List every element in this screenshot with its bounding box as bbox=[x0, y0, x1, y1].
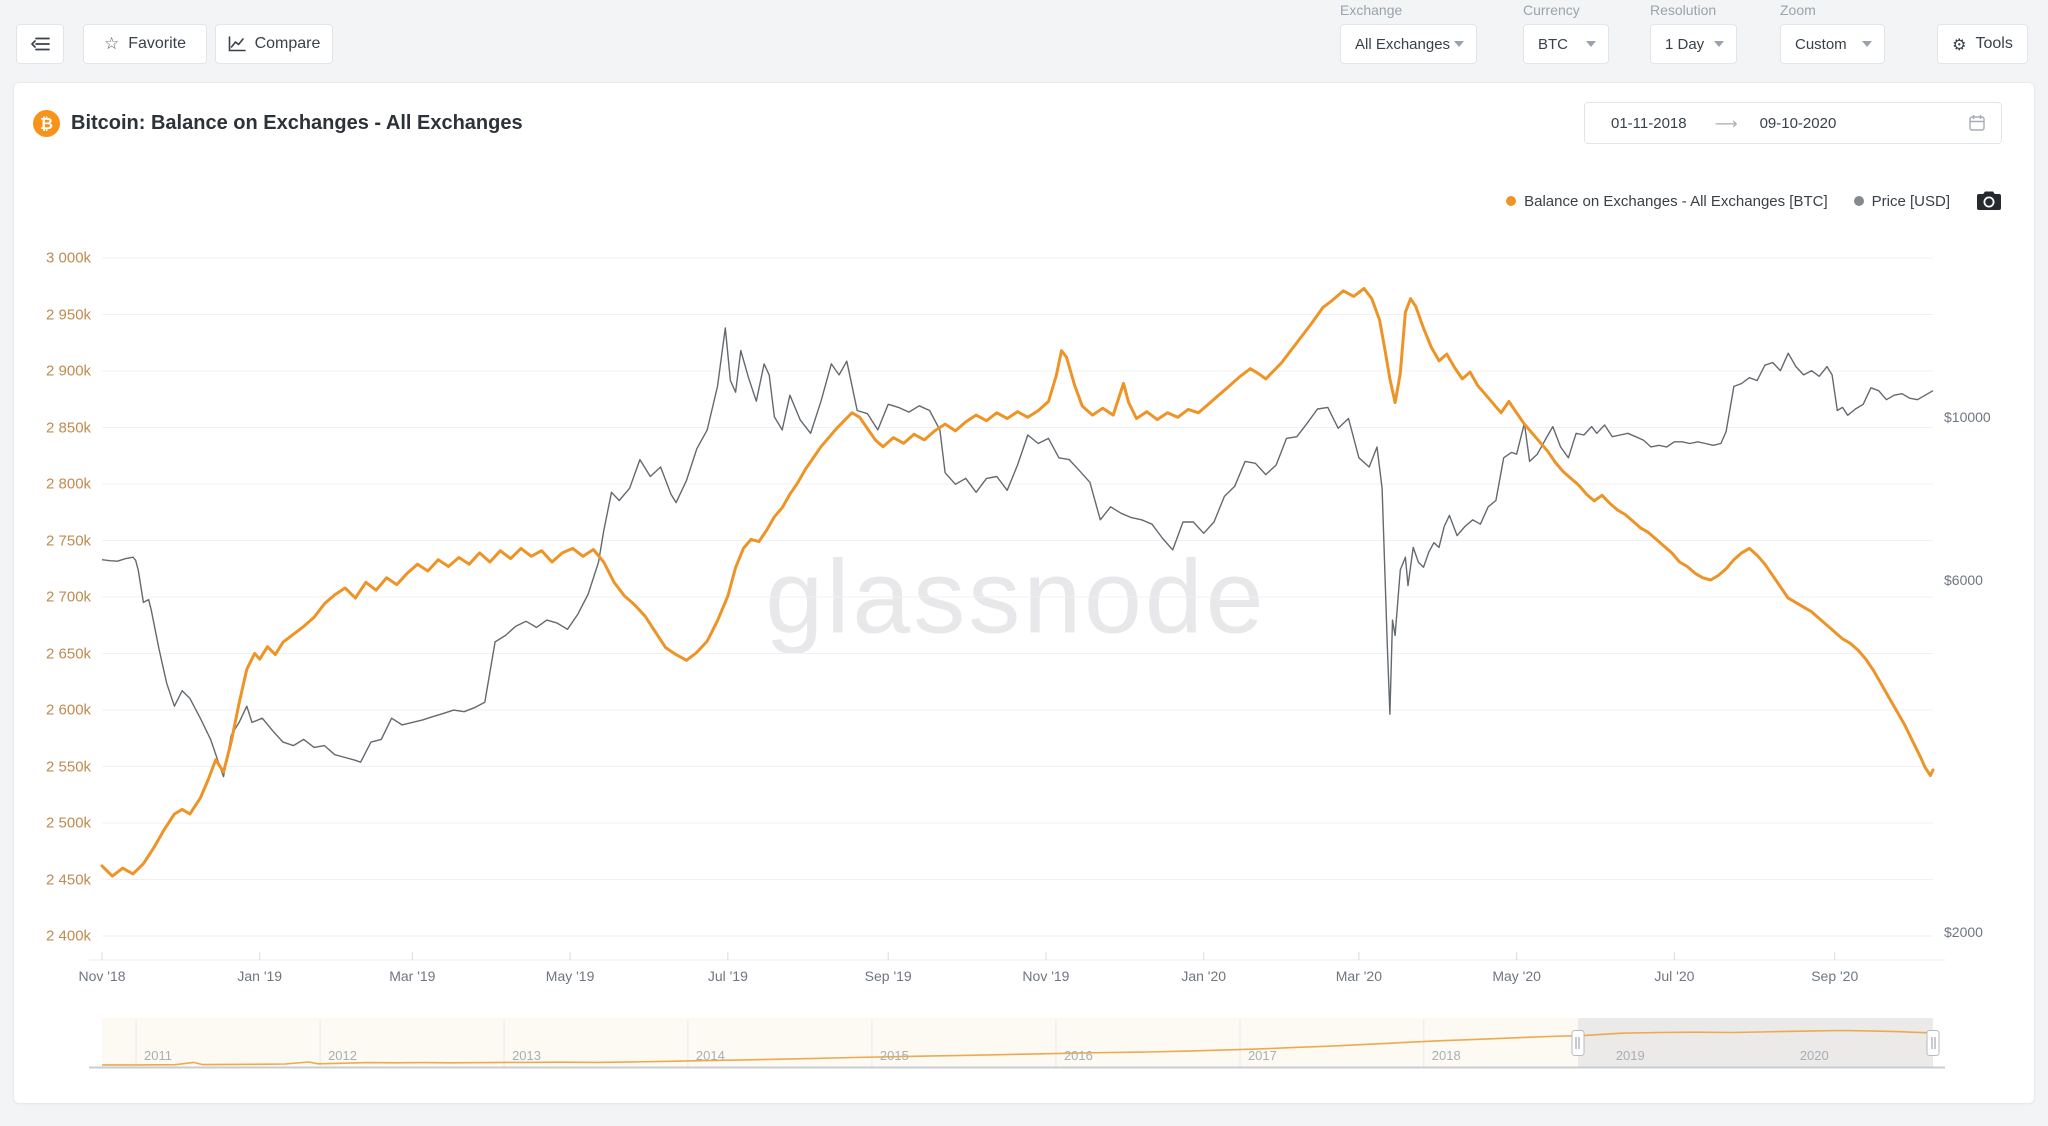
favorite-button[interactable]: ☆ Favorite bbox=[83, 24, 207, 64]
y-axis-tick-left: 2 650k bbox=[46, 645, 92, 662]
currency-dropdown-label: Currency bbox=[1523, 2, 1580, 18]
y-axis-tick-right: $6000 bbox=[1944, 572, 1983, 589]
y-axis-tick-left: 2 500k bbox=[46, 814, 92, 832]
bitcoin-icon: ₿ bbox=[33, 110, 60, 137]
page-title: Bitcoin: Balance on Exchanges - All Exch… bbox=[71, 112, 523, 134]
zoom-dropdown-value: Custom bbox=[1795, 35, 1847, 53]
y-axis-tick-left: 2 900k bbox=[46, 362, 92, 380]
tools-button-label: Tools bbox=[1975, 35, 2013, 52]
x-axis-tick: Sep '20 bbox=[1811, 968, 1859, 984]
x-axis-tick: May '20 bbox=[1492, 968, 1541, 984]
sidebar-toggle-button[interactable] bbox=[16, 24, 64, 64]
zoom-dropdown[interactable]: Custom bbox=[1780, 24, 1885, 64]
y-axis-tick-left: 2 950k bbox=[46, 306, 92, 323]
navigator-unselected-area bbox=[102, 1018, 1578, 1068]
y-axis-tick-left: 2 750k bbox=[46, 532, 92, 549]
y-axis-tick-left: 2 550k bbox=[46, 758, 92, 775]
legend-item-price[interactable]: Price [USD] bbox=[1853, 192, 1950, 210]
x-axis-tick: Sep '19 bbox=[864, 968, 912, 984]
chart-legend: Balance on Exchanges - All Exchanges [BT… bbox=[1506, 190, 2002, 212]
chevron-down-icon bbox=[1862, 41, 1872, 47]
legend-label-balance: Balance on Exchanges - All Exchanges [BT… bbox=[1524, 192, 1828, 210]
tools-button[interactable]: ⚙ Tools bbox=[1937, 24, 2028, 64]
favorite-button-label: Favorite bbox=[128, 35, 187, 52]
x-axis-tick: Mar '20 bbox=[1335, 968, 1382, 984]
calendar-icon[interactable] bbox=[1967, 113, 1987, 133]
gear-icon: ⚙ bbox=[1952, 34, 1967, 54]
x-axis-tick: Jan '19 bbox=[237, 968, 283, 984]
date-to-value[interactable]: 09-10-2020 bbox=[1759, 114, 1837, 132]
currency-dropdown[interactable]: BTC bbox=[1523, 24, 1609, 64]
y-axis-tick-left: 2 450k bbox=[46, 871, 92, 888]
navigator-year-tick: 2014 bbox=[695, 1048, 725, 1063]
star-icon: ☆ bbox=[103, 34, 120, 54]
x-axis-tick: Nov '19 bbox=[1022, 968, 1070, 984]
navigator-year-tick: 2011 bbox=[144, 1048, 173, 1063]
resolution-dropdown-value: 1 Day bbox=[1665, 35, 1705, 53]
chevron-down-icon bbox=[1454, 41, 1464, 47]
y-axis-tick-left: 2 850k bbox=[46, 419, 92, 436]
exchange-dropdown-label: Exchange bbox=[1340, 2, 1403, 18]
navigator-year-tick: 2017 bbox=[1247, 1048, 1277, 1063]
x-axis-tick: Mar '19 bbox=[389, 968, 436, 984]
x-axis-tick: May '19 bbox=[545, 968, 595, 984]
date-range-picker[interactable]: 01-11-2018 ⟶ 09-10-2020 bbox=[1584, 102, 2002, 144]
navigator-year-tick: 2018 bbox=[1431, 1048, 1461, 1063]
date-from-value[interactable]: 01-11-2018 bbox=[1611, 114, 1687, 132]
camera-screenshot-icon[interactable] bbox=[1976, 190, 2002, 212]
zoom-dropdown-label: Zoom bbox=[1780, 2, 1816, 18]
y-axis-tick-left: 2 600k bbox=[46, 701, 92, 719]
x-axis-tick: Nov '18 bbox=[78, 968, 126, 984]
navigator-year-tick: 2019 bbox=[1615, 1048, 1645, 1063]
legend-label-price: Price [USD] bbox=[1871, 192, 1950, 210]
exchange-dropdown[interactable]: All Exchanges bbox=[1340, 24, 1477, 64]
compare-button[interactable]: Compare bbox=[215, 24, 333, 64]
resolution-dropdown-label: Resolution bbox=[1650, 2, 1717, 18]
exchange-dropdown-value: All Exchanges bbox=[1355, 35, 1451, 53]
navigator-left-handle[interactable] bbox=[1571, 1030, 1585, 1056]
navigator-year-tick: 2015 bbox=[879, 1048, 909, 1063]
navigator-year-tick: 2016 bbox=[1063, 1048, 1093, 1063]
navigator-right-handle[interactable] bbox=[1926, 1030, 1940, 1056]
navigator-year-tick: 2020 bbox=[1799, 1048, 1829, 1063]
chevron-down-icon bbox=[1714, 41, 1724, 47]
resolution-dropdown[interactable]: 1 Day bbox=[1650, 24, 1737, 64]
y-axis-tick-right: $2000 bbox=[1944, 924, 1983, 940]
compare-button-label: Compare bbox=[254, 35, 321, 52]
arrow-right-icon: ⟶ bbox=[1714, 113, 1738, 133]
y-axis-tick-left: 2 700k bbox=[46, 588, 92, 606]
y-axis-tick-left: 3 000k bbox=[46, 249, 92, 267]
chevron-down-icon bbox=[1586, 41, 1596, 47]
legend-item-balance[interactable]: Balance on Exchanges - All Exchanges [BT… bbox=[1506, 193, 1828, 210]
navigator-year-tick: 2013 bbox=[512, 1048, 541, 1063]
legend-dot-balance bbox=[1506, 196, 1517, 206]
navigator-year-tick: 2012 bbox=[328, 1048, 357, 1063]
line-chart-icon bbox=[228, 36, 246, 52]
plot-area[interactable] bbox=[102, 250, 1933, 960]
y-axis-tick-left: 2 400k bbox=[46, 927, 92, 945]
y-axis-tick-right: $10000 bbox=[1944, 408, 1991, 425]
sidebar-collapse-icon bbox=[31, 37, 50, 51]
x-axis-tick: Jul '20 bbox=[1654, 968, 1695, 984]
x-axis-tick: Jul '19 bbox=[707, 968, 748, 984]
currency-dropdown-value: BTC bbox=[1538, 35, 1568, 53]
legend-dot-price bbox=[1853, 196, 1864, 206]
x-axis-tick: Jan '20 bbox=[1181, 968, 1227, 984]
y-axis-tick-left: 2 800k bbox=[46, 475, 92, 493]
chart-title-row: ₿ Bitcoin: Balance on Exchanges - All Ex… bbox=[33, 110, 523, 137]
